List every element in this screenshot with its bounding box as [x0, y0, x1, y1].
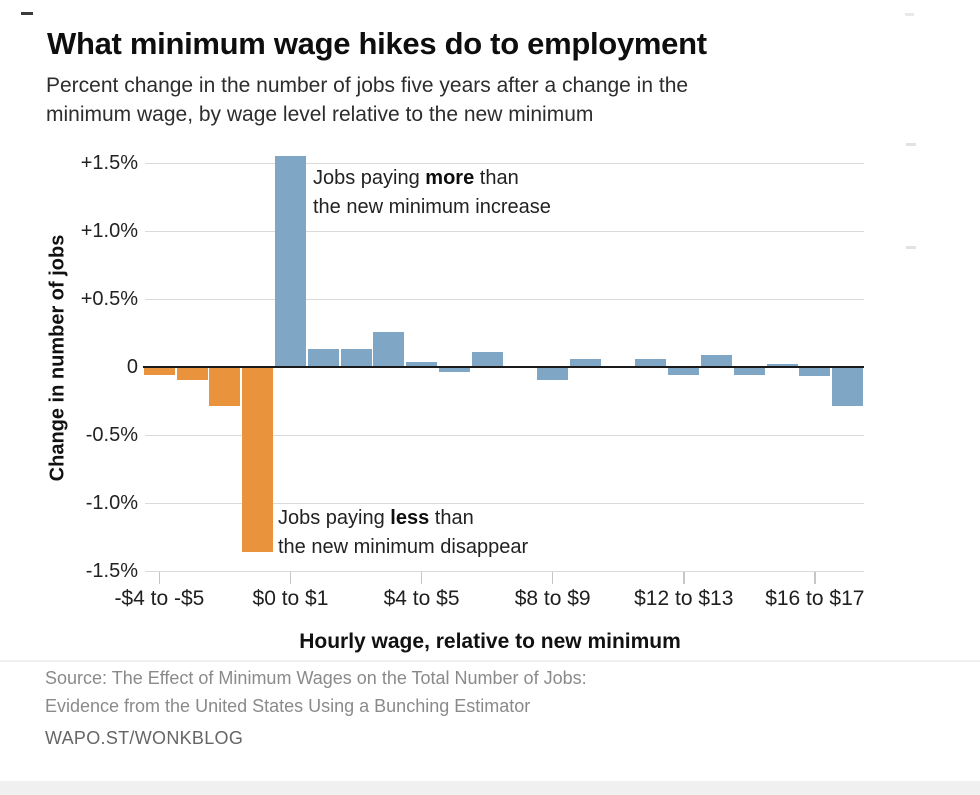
- gridline: [145, 435, 864, 436]
- bar-positive: [340, 349, 372, 367]
- x-tick: [420, 572, 423, 584]
- bar-positive: [274, 156, 306, 367]
- gridline: [145, 503, 864, 504]
- bar-negative: [537, 368, 569, 381]
- x-tick-label: $16 to $17: [765, 587, 865, 610]
- y-tick-label: +0.5%: [80, 288, 138, 310]
- y-tick-label: +1.0%: [80, 220, 138, 242]
- credit-url: WAPO.ST/WONKBLOG: [45, 728, 244, 748]
- x-tick-label: $0 to $1: [252, 587, 329, 610]
- x-tick-label: -$4 to -$5: [114, 587, 205, 610]
- bar-positive: [569, 358, 601, 367]
- bar-negative: [176, 368, 208, 381]
- source-line2: Evidence from the United States Using a …: [45, 696, 531, 716]
- y-tick-label: -0.5%: [85, 424, 138, 446]
- annotation-line: the new minimum disappear: [278, 536, 529, 558]
- y-tick-label: 0: [126, 356, 138, 378]
- annotation-jobs-less: Jobs paying less than the new minimum di…: [278, 504, 528, 562]
- x-tick: [289, 572, 292, 584]
- x-tick: [683, 572, 685, 584]
- bar-positive: [406, 361, 438, 367]
- x-tick: [814, 572, 816, 584]
- section-divider: [0, 660, 980, 662]
- screen-artifact-dash: [21, 12, 33, 15]
- bar-negative: [733, 368, 765, 375]
- annotation-jobs-more: Jobs paying more than the new minimum in…: [313, 164, 551, 222]
- bar-negative: [799, 368, 831, 377]
- source-line1: Source: The Effect of Minimum Wages on t…: [45, 668, 587, 688]
- y-tick-label: -1.0%: [85, 492, 138, 514]
- bar-negative: [209, 368, 241, 407]
- screen-artifact-dash: [905, 13, 914, 16]
- annotation-line: the new minimum increase: [313, 196, 551, 218]
- chart-title: What minimum wage hikes do to employment: [47, 26, 707, 61]
- bar-positive: [471, 352, 503, 367]
- gridline: [145, 571, 864, 572]
- chart-subtitle-line1: Percent change in the number of jobs fiv…: [46, 74, 689, 97]
- y-axis-labels: +1.5% +1.0% +0.5% 0 -0.5% -1.0% -1.5%: [0, 150, 138, 620]
- bar-negative: [832, 368, 864, 407]
- x-tick: [158, 572, 161, 584]
- bar-positive: [635, 358, 667, 367]
- annotation-line: Jobs paying less than: [278, 507, 474, 529]
- y-tick-label: +1.5%: [80, 152, 138, 174]
- bar-negative: [242, 368, 274, 552]
- screen-artifact-dash: [906, 246, 916, 249]
- bar-positive: [766, 364, 798, 367]
- bar-positive: [307, 349, 339, 367]
- x-tick: [551, 572, 554, 584]
- bar-positive: [701, 354, 732, 367]
- annotation-line: Jobs paying more than: [313, 167, 519, 189]
- bottom-edge-strip: [0, 781, 980, 795]
- screen-artifact-dash: [906, 143, 916, 146]
- gridline: [145, 163, 864, 164]
- gridline: [145, 299, 864, 300]
- x-tick-label: $8 to $9: [514, 587, 591, 610]
- x-axis-title: Hourly wage, relative to new minimum: [299, 630, 681, 653]
- bar-negative: [438, 368, 470, 373]
- x-tick-label: $4 to $5: [383, 587, 460, 610]
- y-tick-label: -1.5%: [85, 560, 138, 582]
- gridline: [145, 231, 864, 232]
- x-tick-label: $12 to $13: [634, 587, 734, 610]
- bar-negative: [143, 368, 175, 375]
- bar-negative: [668, 368, 700, 375]
- bar-positive: [373, 331, 405, 367]
- chart-subtitle-line2: minimum wage, by wage level relative to …: [46, 103, 594, 126]
- zero-axis-line: [143, 366, 864, 368]
- plot-area: -$4 to -$5 $0 to $1 $4 to $5 $8 to $9 $12 to…: [114, 150, 864, 620]
